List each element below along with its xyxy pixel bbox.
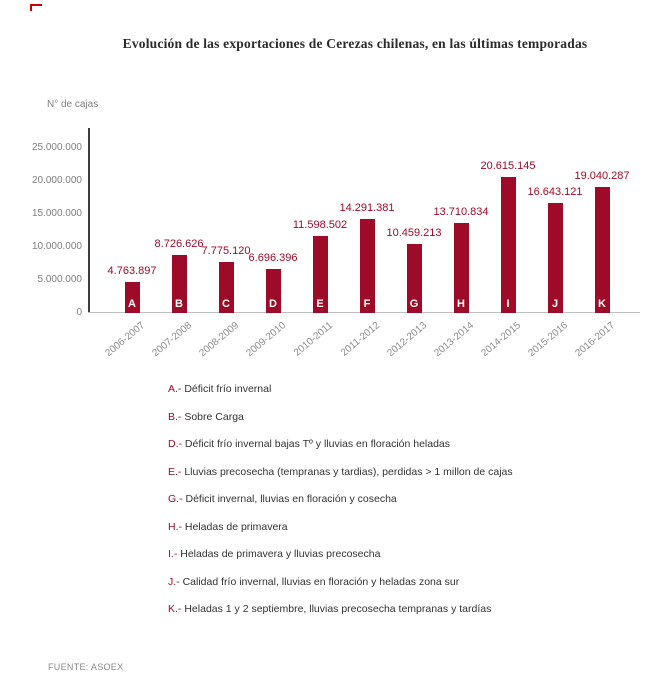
y-tick-label: 0 (76, 307, 82, 318)
y-tick-label: 20.000.000 (31, 175, 82, 186)
legend-item: K.- Heladas 1 y 2 septiembre, lluvias pr… (168, 596, 628, 624)
legend-letter: D.- (168, 438, 185, 450)
legend-item: B.- Sobre Carga (168, 404, 628, 432)
legend-letter: I.- (168, 548, 181, 560)
y-tick-label: 10.000.000 (31, 241, 82, 252)
legend-letter: E.- (168, 465, 185, 478)
legend-text: Lluvias precosecha (tempranas y tardias)… (184, 465, 513, 478)
bar: K (594, 187, 610, 313)
legend-item: D.- Déficit frío invernal bajas Tº y llu… (168, 431, 628, 459)
bar: C (218, 262, 234, 313)
legend-letter: H.- (168, 520, 185, 533)
legend-item: G.- Déficit invernal, lluvias en floraci… (168, 486, 628, 514)
legend-text: Heladas 1 y 2 septiembre, lluvias precos… (184, 603, 492, 615)
legend-text: Déficit frío invernal bajas Tº y lluvias… (184, 438, 451, 450)
legend-letter: B.- (168, 410, 185, 423)
bar: I (500, 177, 516, 313)
bar: G (406, 244, 422, 313)
legend-letter: G.- (168, 493, 186, 505)
bar-value-label: 8.726.626 (154, 238, 204, 250)
y-axis-label: N° de cajas (47, 99, 99, 110)
bar-value-label: 14.291.381 (339, 202, 395, 214)
bar: F (359, 219, 375, 313)
legend-item: A.- Déficit frío invernal (168, 376, 628, 404)
bar-value-label: 4.763.897 (107, 265, 157, 277)
bar-letter: A (128, 298, 136, 310)
legend-text: Calidad frío invernal, lluvias en florac… (182, 575, 460, 588)
bar-letter: G (409, 298, 419, 310)
y-axis-line (88, 128, 90, 313)
legend-text: Déficit frío invernal (184, 383, 272, 395)
corner-mark (30, 4, 42, 11)
y-tick-label: 15.000.000 (31, 208, 82, 219)
legend-text: Heladas de primavera (184, 520, 288, 533)
bar-letter: H (457, 298, 465, 310)
legend-item: I.- Heladas de primavera y lluvias preco… (168, 541, 628, 569)
bar-letter: F (363, 298, 371, 310)
bar-value-label: 6.696.396 (248, 252, 298, 264)
legend-item: H.- Heladas de primavera (168, 514, 628, 542)
legend-text: Heladas de primavera y lluvias precosech… (180, 548, 381, 560)
legend-letter: K.- (168, 603, 185, 615)
bar-value-label: 11.598.502 (292, 219, 348, 231)
legend: A.- Déficit frío invernal B.- Sobre Carga… (168, 376, 628, 624)
bar-letter: J (551, 298, 559, 310)
bar: D (265, 269, 281, 313)
bar: B (171, 255, 187, 313)
legend-text: Déficit invernal, lluvias en floración y… (185, 493, 397, 505)
bar: J (547, 203, 563, 313)
chart-title: Evolución de las exportaciones de Cereza… (122, 36, 588, 51)
source-note: FUENTE: ASOEX (48, 662, 124, 672)
legend-letter: J.- (168, 575, 183, 588)
legend-text: Sobre Carga (184, 410, 244, 423)
y-tick-label: 5.000.000 (37, 274, 83, 285)
legend-item: E.- Lluvias precosecha (tempranas y tard… (168, 459, 628, 487)
bar-letter: D (269, 298, 277, 310)
legend-letter: A.- (168, 383, 185, 395)
bar-value-label: 20.615.145 (480, 160, 536, 172)
legend-item: J.- Calidad frío invernal, lluvias en fl… (168, 569, 628, 597)
bar-letter: B (175, 298, 183, 310)
bar-letter: I (506, 298, 510, 310)
bar-value-label: 7.775.120 (201, 245, 251, 257)
bar-value-label: 13.710.834 (433, 206, 489, 218)
bar-value-label: 10.459.213 (386, 227, 442, 239)
bar: H (453, 223, 469, 313)
bar-letter: K (598, 298, 606, 310)
bar-letter: E (316, 298, 324, 310)
bar-value-label: 16.643.121 (527, 186, 583, 198)
bar-letter: C (222, 298, 230, 310)
y-tick-label: 25.000.000 (31, 142, 82, 153)
bar-value-label: 19.040.287 (574, 170, 630, 182)
bar: E (312, 236, 328, 313)
bar: A (124, 282, 140, 313)
